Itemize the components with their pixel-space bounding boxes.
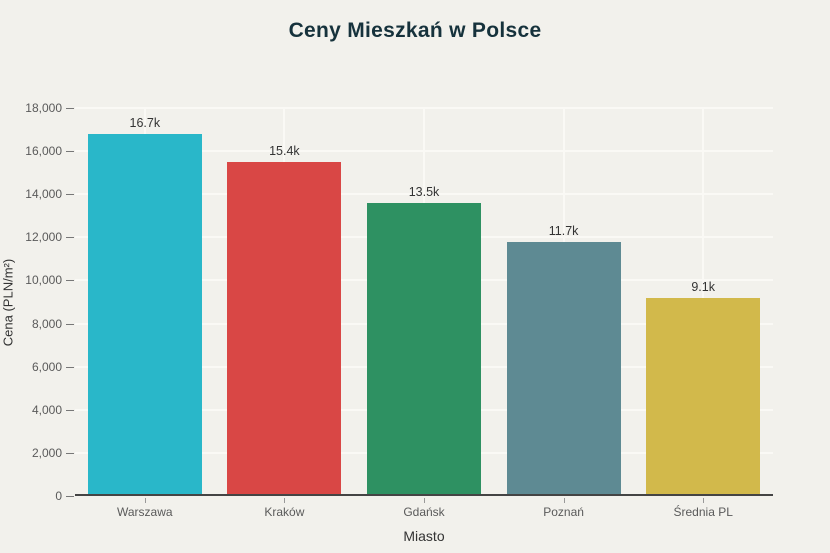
y-gridline: [75, 193, 773, 196]
y-gridline: [75, 107, 773, 109]
y-tick-label: 4,000: [31, 402, 62, 417]
y-tick-mark: [66, 194, 74, 196]
x-tick-label: Gdańsk: [403, 505, 445, 519]
y-tick-mark: [66, 237, 74, 239]
bar: [87, 134, 202, 494]
y-gridline: [75, 150, 773, 153]
x-tick-label: Poznań: [543, 505, 584, 519]
y-tick-label: 12,000: [25, 230, 62, 245]
bar-value-label: 9.1k: [691, 279, 715, 294]
x-tick-mark: [424, 498, 425, 503]
bar: [367, 203, 481, 494]
y-tick-mark: [66, 323, 74, 325]
chart-title: Ceny Mieszkań w Polsce: [288, 19, 542, 42]
y-tick-mark: [66, 366, 74, 368]
bar-value-label: 15.4k: [269, 144, 300, 159]
bar-value-label: 13.5k: [408, 185, 440, 199]
x-tick-mark: [703, 498, 705, 503]
bar-value-label: 16.7k: [129, 116, 161, 131]
y-tick-mark: [66, 108, 74, 109]
y-tick-mark: [66, 409, 74, 411]
x-tick-label: Kraków: [264, 505, 305, 519]
y-tick-label: 18,000: [25, 101, 62, 115]
x-tick-mark: [284, 498, 286, 503]
bar-value-label: 11.7k: [548, 223, 579, 238]
y-tick-label: 10,000: [25, 273, 62, 288]
plot-area: [75, 107, 773, 496]
bar: [506, 241, 621, 494]
y-tick-mark: [66, 496, 74, 497]
y-tick-label: 0: [55, 489, 62, 503]
x-tick-label: Średnia PL: [673, 505, 733, 519]
bar: [227, 162, 342, 494]
x-axis-title: Miasto: [403, 528, 445, 544]
bar: [646, 297, 761, 494]
y-tick-label: 6,000: [31, 359, 62, 374]
x-tick-mark: [144, 498, 146, 503]
y-axis-title: Cena (PLN/m²): [0, 258, 16, 347]
y-tick-mark: [66, 280, 74, 282]
x-tick-mark: [563, 498, 565, 503]
y-tick-label: 14,000: [25, 187, 62, 202]
y-tick-label: 16,000: [25, 144, 62, 159]
y-tick-mark: [66, 452, 74, 454]
x-tick-label: Warszawa: [117, 505, 173, 519]
y-tick-label: 8,000: [31, 316, 62, 331]
y-tick-label: 2,000: [31, 445, 62, 460]
y-tick-mark: [66, 151, 74, 153]
